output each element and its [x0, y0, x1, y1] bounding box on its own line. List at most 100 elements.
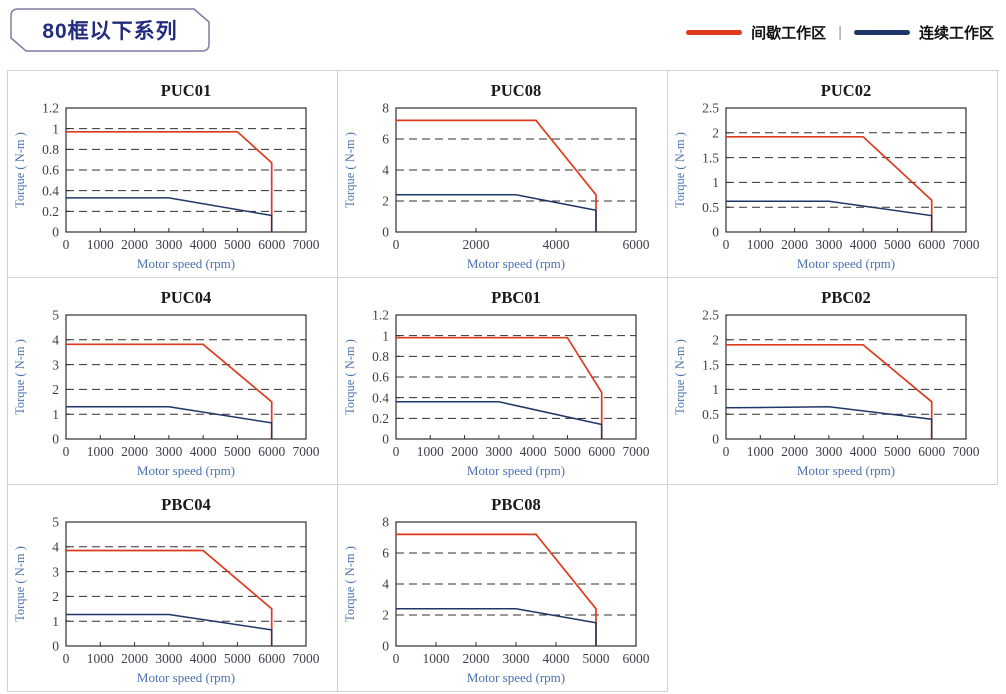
- y-tick-label: 1: [712, 382, 719, 397]
- y-axis-label: Torque ( N-m ): [13, 339, 27, 415]
- x-tick-label: 5000: [224, 444, 251, 459]
- y-axis-label: Torque ( N-m ): [13, 132, 27, 208]
- x-tick-label: 0: [393, 237, 400, 252]
- y-tick-label: 3: [52, 564, 59, 579]
- legend-separator: |: [838, 24, 842, 41]
- x-tick-label: 4000: [520, 444, 547, 459]
- x-tick-label: 7000: [953, 237, 980, 252]
- plot-border: [65, 521, 307, 647]
- y-tick-label: 0.6: [372, 370, 389, 385]
- chart-title: PUC01: [161, 81, 211, 100]
- x-tick-label: 0: [393, 444, 400, 459]
- x-tick-label: 7000: [623, 444, 650, 459]
- x-tick-label: 5000: [224, 651, 251, 666]
- x-tick-label: 4000: [190, 237, 217, 252]
- x-tick-label: 4000: [850, 237, 877, 252]
- y-tick-label: 2: [52, 589, 59, 604]
- x-tick-label: 6000: [623, 237, 650, 252]
- x-tick-label: 4000: [850, 444, 877, 459]
- y-tick-label: 8: [382, 101, 389, 116]
- legend-item-intermittent: 间歇工作区: [686, 22, 826, 43]
- chart-title: PBC01: [491, 288, 541, 307]
- chart-cell-PUC01: PUC01 0 0.2 0.4 0.6 0.8 1 1.2 0 1000 2000 3000 4000 5…: [8, 71, 338, 278]
- y-tick-label: 3: [52, 357, 59, 372]
- x-tick-label: 2000: [463, 237, 490, 252]
- plot-border: [65, 314, 307, 440]
- x-tick-label: 1000: [87, 237, 114, 252]
- plot-border: [725, 107, 967, 233]
- plot-border: [725, 314, 967, 440]
- y-tick-label: 0.6: [42, 163, 59, 178]
- y-tick-label: 0: [382, 225, 389, 240]
- intermittent-zone-line: [66, 549, 273, 646]
- x-tick-label: 5000: [224, 237, 251, 252]
- x-tick-label: 4000: [543, 237, 570, 252]
- y-tick-label: 0: [382, 639, 389, 654]
- y-tick-label: 2: [712, 126, 719, 141]
- chart-PUC02: PUC02 0 0.5 1 1.5 2 2.5 0 1000 2000 3000 4000 5000 60…: [673, 81, 980, 271]
- y-tick-label: 1: [52, 407, 59, 422]
- y-tick-label: 0.8: [42, 142, 59, 157]
- y-tick-label: 0.2: [372, 411, 389, 426]
- y-tick-label: 1: [712, 175, 719, 190]
- y-axis-label: Torque ( N-m ): [13, 546, 27, 622]
- x-tick-label: 7000: [293, 237, 320, 252]
- y-tick-label: 1.5: [702, 150, 719, 165]
- y-tick-label: 0: [382, 432, 389, 447]
- x-tick-label: 5000: [554, 444, 581, 459]
- x-axis-label: Motor speed (rpm): [797, 463, 895, 478]
- x-tick-label: 0: [63, 444, 70, 459]
- y-tick-label: 2: [382, 194, 389, 209]
- continuous-zone-line: [396, 194, 597, 232]
- y-tick-label: 4: [52, 540, 59, 555]
- x-tick-label: 3000: [503, 651, 530, 666]
- chart-PUC04: PUC04 0 1 2 3 4 5 0 1000 2000 3000 4000 5000 6000 7000…: [13, 288, 320, 478]
- x-axis-label: Motor speed (rpm): [137, 463, 235, 478]
- continuous-zone-line: [66, 406, 273, 439]
- x-tick-label: 4000: [543, 651, 570, 666]
- x-axis-label: Motor speed (rpm): [467, 463, 565, 478]
- chart-PUC08: PUC08 0 2 4 6 8 0 2000 4000 6000 Motor speed (rpm)…: [343, 81, 650, 271]
- y-axis-label: Torque ( N-m ): [343, 339, 357, 415]
- y-tick-label: 1: [52, 121, 59, 136]
- continuous-zone-line: [66, 197, 273, 232]
- x-tick-label: 7000: [293, 444, 320, 459]
- x-tick-label: 4000: [190, 651, 217, 666]
- chart-PUC01: PUC01 0 0.2 0.4 0.6 0.8 1 1.2 0 1000 2000 3000 4000 5…: [13, 81, 320, 271]
- chart-cell-PUC02: PUC02 0 0.5 1 1.5 2 2.5 0 1000 2000 3000 4000 5000 60…: [668, 71, 998, 278]
- chart-cell-PBC02: PBC02 0 0.5 1 1.5 2 2.5 0 1000 2000 3000 4000 5000 60…: [668, 278, 998, 485]
- y-axis-label: Torque ( N-m ): [673, 132, 687, 208]
- x-tick-label: 2000: [463, 651, 490, 666]
- intermittent-zone-line: [66, 343, 273, 439]
- chart-title: PBC02: [821, 288, 871, 307]
- charts-grid: PUC01 0 0.2 0.4 0.6 0.8 1 1.2 0 1000 2000 3000 4000 5…: [7, 70, 999, 692]
- tag-border-shape: [10, 8, 210, 52]
- y-tick-label: 5: [52, 308, 59, 323]
- x-tick-label: 4000: [190, 444, 217, 459]
- x-tick-label: 0: [393, 651, 400, 666]
- y-tick-label: 1: [52, 614, 59, 629]
- y-tick-label: 8: [382, 515, 389, 530]
- x-tick-label: 1000: [417, 444, 444, 459]
- continuous-zone-line: [396, 401, 603, 439]
- y-tick-label: 2.5: [702, 308, 719, 323]
- intermittent-zone-line: [66, 130, 273, 232]
- y-tick-label: 2: [52, 382, 59, 397]
- x-tick-label: 6000: [918, 237, 945, 252]
- x-tick-label: 6000: [623, 651, 650, 666]
- x-tick-label: 6000: [258, 651, 285, 666]
- continuous-zone-line: [725, 406, 933, 439]
- chart-title: PUC02: [821, 81, 871, 100]
- continuous-line-swatch: [853, 30, 910, 35]
- intermittent-zone-line: [396, 336, 603, 439]
- y-tick-label: 2: [712, 333, 719, 348]
- legend-label-continuous: 连续工作区: [918, 25, 994, 42]
- chart-title: PBC04: [161, 495, 211, 514]
- continuous-zone-line: [66, 613, 273, 646]
- x-tick-label: 1000: [747, 237, 774, 252]
- y-tick-label: 4: [382, 163, 389, 178]
- y-tick-label: 6: [382, 546, 389, 561]
- x-axis-label: Motor speed (rpm): [467, 670, 565, 685]
- x-axis-label: Motor speed (rpm): [137, 670, 235, 685]
- x-tick-label: 2000: [121, 237, 148, 252]
